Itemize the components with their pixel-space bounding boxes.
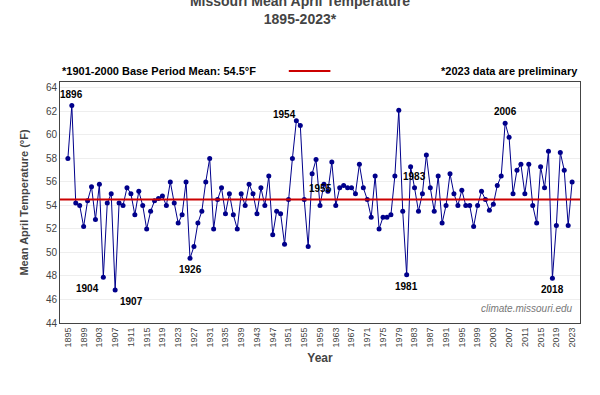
svg-text:1926: 1926 xyxy=(179,264,202,275)
svg-text:2023: 2023 xyxy=(567,328,577,348)
svg-text:1895: 1895 xyxy=(63,328,73,348)
svg-text:1955: 1955 xyxy=(299,328,309,348)
svg-text:44: 44 xyxy=(46,318,58,329)
svg-text:1983: 1983 xyxy=(403,171,426,182)
svg-text:2003: 2003 xyxy=(488,328,498,348)
svg-text:1954: 1954 xyxy=(273,109,296,120)
svg-text:2011: 2011 xyxy=(520,328,530,347)
svg-text:1959: 1959 xyxy=(315,328,325,348)
svg-text:1955: 1955 xyxy=(309,183,332,194)
svg-text:2006: 2006 xyxy=(494,106,517,117)
svg-text:1975: 1975 xyxy=(378,328,388,348)
svg-text:54: 54 xyxy=(46,200,58,211)
svg-text:1911: 1911 xyxy=(126,328,136,347)
svg-text:1951: 1951 xyxy=(283,328,293,348)
svg-text:1971: 1971 xyxy=(362,328,372,348)
svg-text:1931: 1931 xyxy=(205,328,215,348)
svg-text:1919: 1919 xyxy=(157,328,167,348)
svg-text:2007: 2007 xyxy=(504,328,514,348)
svg-text:1939: 1939 xyxy=(236,328,246,348)
svg-text:1896: 1896 xyxy=(60,89,83,100)
svg-text:1904: 1904 xyxy=(76,283,99,294)
svg-text:1907: 1907 xyxy=(110,328,120,348)
svg-text:60: 60 xyxy=(46,129,58,140)
svg-text:1923: 1923 xyxy=(173,328,183,348)
svg-text:52: 52 xyxy=(46,223,58,234)
svg-text:64: 64 xyxy=(46,82,58,93)
svg-text:*1901-2000 Base Period Mean: 5: *1901-2000 Base Period Mean: 54.5°F xyxy=(62,65,256,77)
svg-text:50: 50 xyxy=(46,247,58,258)
svg-text:1935: 1935 xyxy=(220,328,230,348)
svg-text:46: 46 xyxy=(46,294,58,305)
svg-text:1991: 1991 xyxy=(441,328,451,348)
svg-text:62: 62 xyxy=(46,106,58,117)
svg-text:*2023 data are preliminary: *2023 data are preliminary xyxy=(441,65,578,77)
svg-text:48: 48 xyxy=(46,270,58,281)
svg-text:1999: 1999 xyxy=(473,328,483,348)
svg-text:2015: 2015 xyxy=(536,328,546,348)
svg-text:1987: 1987 xyxy=(425,328,435,348)
svg-text:1963: 1963 xyxy=(331,328,341,348)
svg-text:1903: 1903 xyxy=(94,328,104,348)
svg-text:1981: 1981 xyxy=(395,281,418,292)
svg-text:1899: 1899 xyxy=(79,328,89,348)
svg-text:1907: 1907 xyxy=(120,296,143,307)
svg-text:1927: 1927 xyxy=(189,328,199,348)
svg-text:1915: 1915 xyxy=(142,328,152,348)
svg-text:1983: 1983 xyxy=(409,328,419,348)
svg-text:Missouri Mean April Temperatur: Missouri Mean April Temperature1895-2023… xyxy=(190,0,410,27)
svg-text:climate.missouri.edu: climate.missouri.edu xyxy=(481,303,573,314)
svg-text:1979: 1979 xyxy=(394,328,404,348)
svg-text:2018: 2018 xyxy=(541,284,564,295)
svg-text:Mean April Temperature (°F): Mean April Temperature (°F) xyxy=(18,129,30,276)
svg-text:1995: 1995 xyxy=(457,328,467,348)
svg-text:Year: Year xyxy=(307,351,333,365)
svg-text:1967: 1967 xyxy=(346,328,356,348)
svg-text:1943: 1943 xyxy=(252,328,262,348)
svg-text:2019: 2019 xyxy=(551,328,561,348)
svg-text:58: 58 xyxy=(46,153,58,164)
svg-text:56: 56 xyxy=(46,176,58,187)
svg-text:1947: 1947 xyxy=(268,328,278,348)
